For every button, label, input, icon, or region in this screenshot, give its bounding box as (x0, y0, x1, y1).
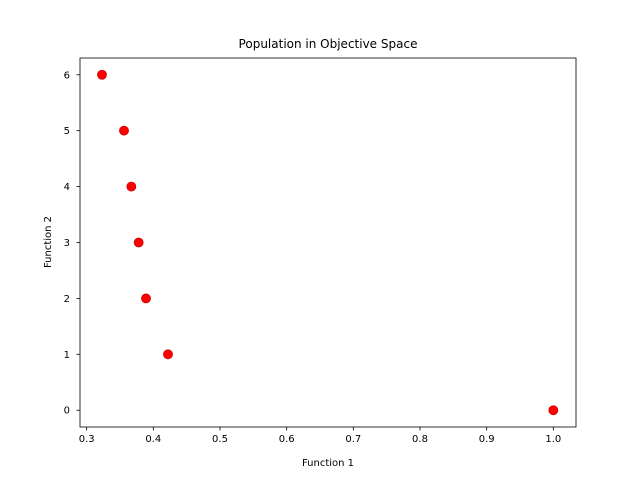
x-tick-label-4: 0.7 (345, 434, 361, 445)
x-tick-label-0: 0.3 (79, 434, 95, 445)
axes-frame (79, 57, 577, 428)
data-point-6 (548, 405, 559, 416)
x-tick-label-2: 0.5 (212, 434, 228, 445)
plot-area: 0.3 0.4 0.5 0.6 0.7 0.8 0.9 1.0 0 1 2 3 4 5 6 (64, 57, 577, 445)
chart-title: Population in Objective Space (239, 37, 418, 51)
x-tick-label-5: 0.8 (412, 434, 428, 445)
x-tick-label-3: 0.6 (279, 434, 295, 445)
y-tick-label-3: 3 (64, 238, 70, 249)
data-point-2 (126, 181, 137, 192)
data-point-3 (133, 237, 144, 248)
x-tick-label-6: 0.9 (479, 434, 495, 445)
x-axis-label: Function 1 (302, 458, 354, 469)
x-tick-label-1: 0.4 (145, 434, 161, 445)
data-point-5 (163, 349, 173, 360)
y-tick-label-2: 2 (64, 294, 70, 305)
y-tick-label-5: 5 (64, 126, 70, 137)
y-tick-label-1: 1 (64, 350, 70, 361)
y-tick-label-4: 4 (64, 182, 70, 193)
y-tick-label-6: 6 (64, 70, 70, 81)
data-point-4 (141, 293, 151, 304)
y-tick-label-0: 0 (64, 406, 70, 417)
y-axis-label: Function 2 (43, 216, 54, 268)
data-point-1 (119, 125, 129, 136)
x-tick-label-7: 1.0 (545, 434, 561, 445)
data-point-0 (97, 69, 107, 80)
